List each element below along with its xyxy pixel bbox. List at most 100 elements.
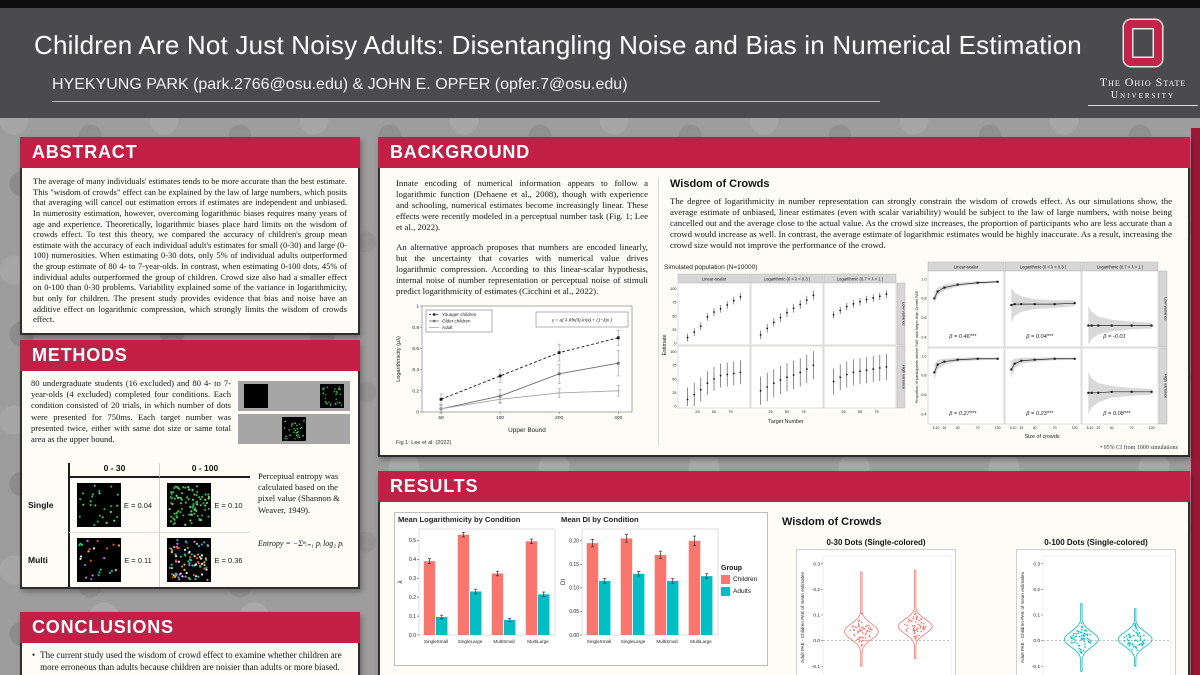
dot-image	[76, 483, 121, 527]
abstract-text: The average of many individuals' estimat…	[33, 176, 347, 325]
logo-text-line1: The Ohio State	[1099, 75, 1187, 89]
legend-item-adults: Adults	[721, 587, 767, 596]
svg-text:SingleSmall: SingleSmall	[587, 639, 611, 644]
svg-text:λ: λ	[398, 581, 404, 584]
conclusions-heading: CONCLUSIONS	[20, 612, 360, 643]
svg-text:5-10: 5-10	[933, 426, 940, 430]
svg-text:β = 0.23***: β = 0.23***	[1025, 411, 1054, 417]
svg-text:Logarithmic (0.7 < λ < 1 ): Logarithmic (0.7 < λ < 1 )	[1097, 264, 1144, 269]
table-col-header: 0 - 100	[159, 463, 250, 478]
osu-block-o-icon	[1124, 20, 1162, 66]
abstract-section: ABSTRACT The average of many individuals…	[20, 137, 360, 335]
svg-text:40: 40	[1110, 426, 1114, 430]
svg-text:75: 75	[874, 410, 878, 414]
svg-text:Logarithmic (0 < λ < 0.3 ): Logarithmic (0 < λ < 0.3 )	[1020, 264, 1067, 269]
svg-text:0: 0	[674, 404, 676, 408]
svg-text:Upper Bound: Upper Bound	[508, 427, 546, 434]
svg-text:DI: DI	[561, 579, 567, 585]
group-legend: Group Children Adults	[721, 513, 767, 665]
svg-text:Logarithmicity (μλ): Logarithmicity (μλ)	[396, 336, 402, 382]
legend-item-children: Children	[721, 575, 767, 584]
dot-image	[77, 538, 122, 582]
svg-text:40: 40	[1033, 426, 1037, 430]
svg-text:1.0: 1.0	[921, 354, 926, 358]
authors-line: HYEKYUNG PARK (park.2766@osu.edu) & JOHN…	[52, 76, 880, 102]
svg-text:70: 70	[1130, 426, 1134, 430]
svg-text:50: 50	[785, 410, 789, 414]
poster-title: Children Are Not Just Noisy Adults: Dise…	[34, 30, 1082, 60]
background-section: BACKGROUND Innate encoding of numerical …	[378, 137, 1190, 457]
svg-text:0.3: 0.3	[813, 561, 820, 567]
right-edge-ribbon	[1191, 128, 1200, 675]
wisdom-of-crowds-text: The degree of logarithmicity in number r…	[670, 196, 1172, 250]
children-swatch	[721, 575, 730, 584]
background-text: Innate encoding of numerical information…	[396, 178, 648, 306]
dot-stimulus-square	[320, 384, 344, 408]
svg-text:0.6: 0.6	[921, 393, 926, 397]
svg-text:0.4: 0.4	[412, 367, 419, 373]
svg-text:MultiLarge: MultiLarge	[690, 639, 712, 644]
violin-plot: 0.3 0.2 0.1 0.0 -0.1 Adult PAE - Children PAE…	[796, 549, 956, 675]
svg-text:Adult PAE - Children PAE of me: Adult PAE - Children PAE of mean estimat…	[800, 571, 805, 662]
svg-text:SingleLarge: SingleLarge	[621, 639, 646, 644]
svg-text:MultiSmall: MultiSmall	[493, 639, 514, 644]
svg-text:High variance: High variance	[1163, 374, 1168, 399]
entropy-note: Perceptual entropy was calculated based …	[258, 471, 340, 515]
svg-text:0.2: 0.2	[813, 587, 820, 593]
svg-text:0.2: 0.2	[412, 388, 419, 394]
mean-di-chart: Mean DI by Condition 0.00 0.05 0.10 0.15 0.20…	[558, 513, 721, 665]
conclusion-bullet: • The current study used the wisdom of cr…	[32, 650, 342, 672]
svg-text:Target Number: Target Number	[768, 419, 804, 425]
svg-text:25: 25	[695, 410, 699, 414]
svg-text:25: 25	[672, 391, 676, 395]
svg-text:50: 50	[672, 314, 676, 318]
svg-text:Adult PAE - Children PAE of me: Adult PAE - Children PAE of mean estimat…	[1020, 571, 1025, 662]
results-section: RESULTS Mean Logarithmicity by Condition…	[378, 471, 1190, 675]
svg-text:100: 100	[670, 350, 676, 354]
entropy-formula: Entropy = −Σⁿᵢ₌₁ pᵢ log₂ pᵢ	[258, 539, 344, 548]
svg-text:70: 70	[1053, 426, 1057, 430]
svg-text:75: 75	[672, 301, 676, 305]
svg-text:0.6: 0.6	[412, 346, 419, 352]
svg-text:Proportion of participants who: Proportion of participants whose PAE was…	[914, 290, 919, 403]
svg-text:MultiLarge: MultiLarge	[527, 639, 549, 644]
svg-text:0.15: 0.15	[569, 562, 579, 568]
entropy-value: E = 0.10	[214, 500, 243, 510]
svg-text:0: 0	[674, 341, 676, 345]
svg-text:5-10: 5-10	[1087, 426, 1094, 430]
violin-panel-0-30: 0-30 Dots (Single-colored) 0.3 0.2 0.1 0.0 -…	[796, 538, 956, 675]
blank-stimulus-square	[244, 384, 268, 408]
svg-text:0.05: 0.05	[569, 609, 579, 615]
ci-note: • 95% CI from 1000 simulations	[1100, 445, 1178, 451]
svg-text:75: 75	[801, 410, 805, 414]
svg-text:β = 0.27***: β = 0.27***	[948, 411, 977, 417]
table-row-label: Single	[28, 500, 54, 510]
svg-text:25: 25	[768, 410, 772, 414]
legend-title: Group	[721, 565, 742, 572]
svg-text:Logarithmic (0 < λ < 0.3 ): Logarithmic (0 < λ < 0.3 )	[764, 276, 811, 281]
bar-charts-panel: Mean Logarithmicity by Condition 0.0 0.1 0.…	[394, 512, 768, 666]
svg-text:1.0: 1.0	[921, 277, 926, 281]
svg-text:50: 50	[672, 377, 676, 381]
svg-text:Linear-scalar: Linear-scalar	[954, 264, 979, 269]
entropy-value: E = 0.36	[214, 555, 243, 565]
methods-text: 80 undergraduate students (16 excluded) …	[31, 378, 231, 444]
svg-text:0.8: 0.8	[921, 374, 926, 378]
trial-sequence-image	[238, 381, 350, 447]
svg-text:MultiSmall: MultiSmall	[656, 639, 677, 644]
dot-image	[167, 483, 212, 527]
svg-text:100: 100	[670, 287, 676, 291]
table-row-label: Multi	[28, 554, 48, 565]
svg-text:0.3: 0.3	[1033, 561, 1040, 567]
svg-text:20: 20	[942, 426, 946, 430]
svg-text:High variance: High variance	[901, 365, 906, 390]
svg-text:-0.1: -0.1	[812, 664, 821, 670]
violin-plot: 0.3 0.2 0.1 0.0 -0.1 Adult PAE - Children PAE…	[1016, 549, 1176, 675]
svg-text:0.6: 0.6	[921, 316, 926, 320]
poster-header: Children Are Not Just Noisy Adults: Dise…	[0, 8, 1200, 118]
svg-text:0.3: 0.3	[409, 576, 416, 582]
svg-text:0.0: 0.0	[409, 633, 416, 639]
svg-text:Younger children: Younger children	[442, 312, 477, 317]
svg-text:Linear-scalar: Linear-scalar	[702, 276, 727, 281]
